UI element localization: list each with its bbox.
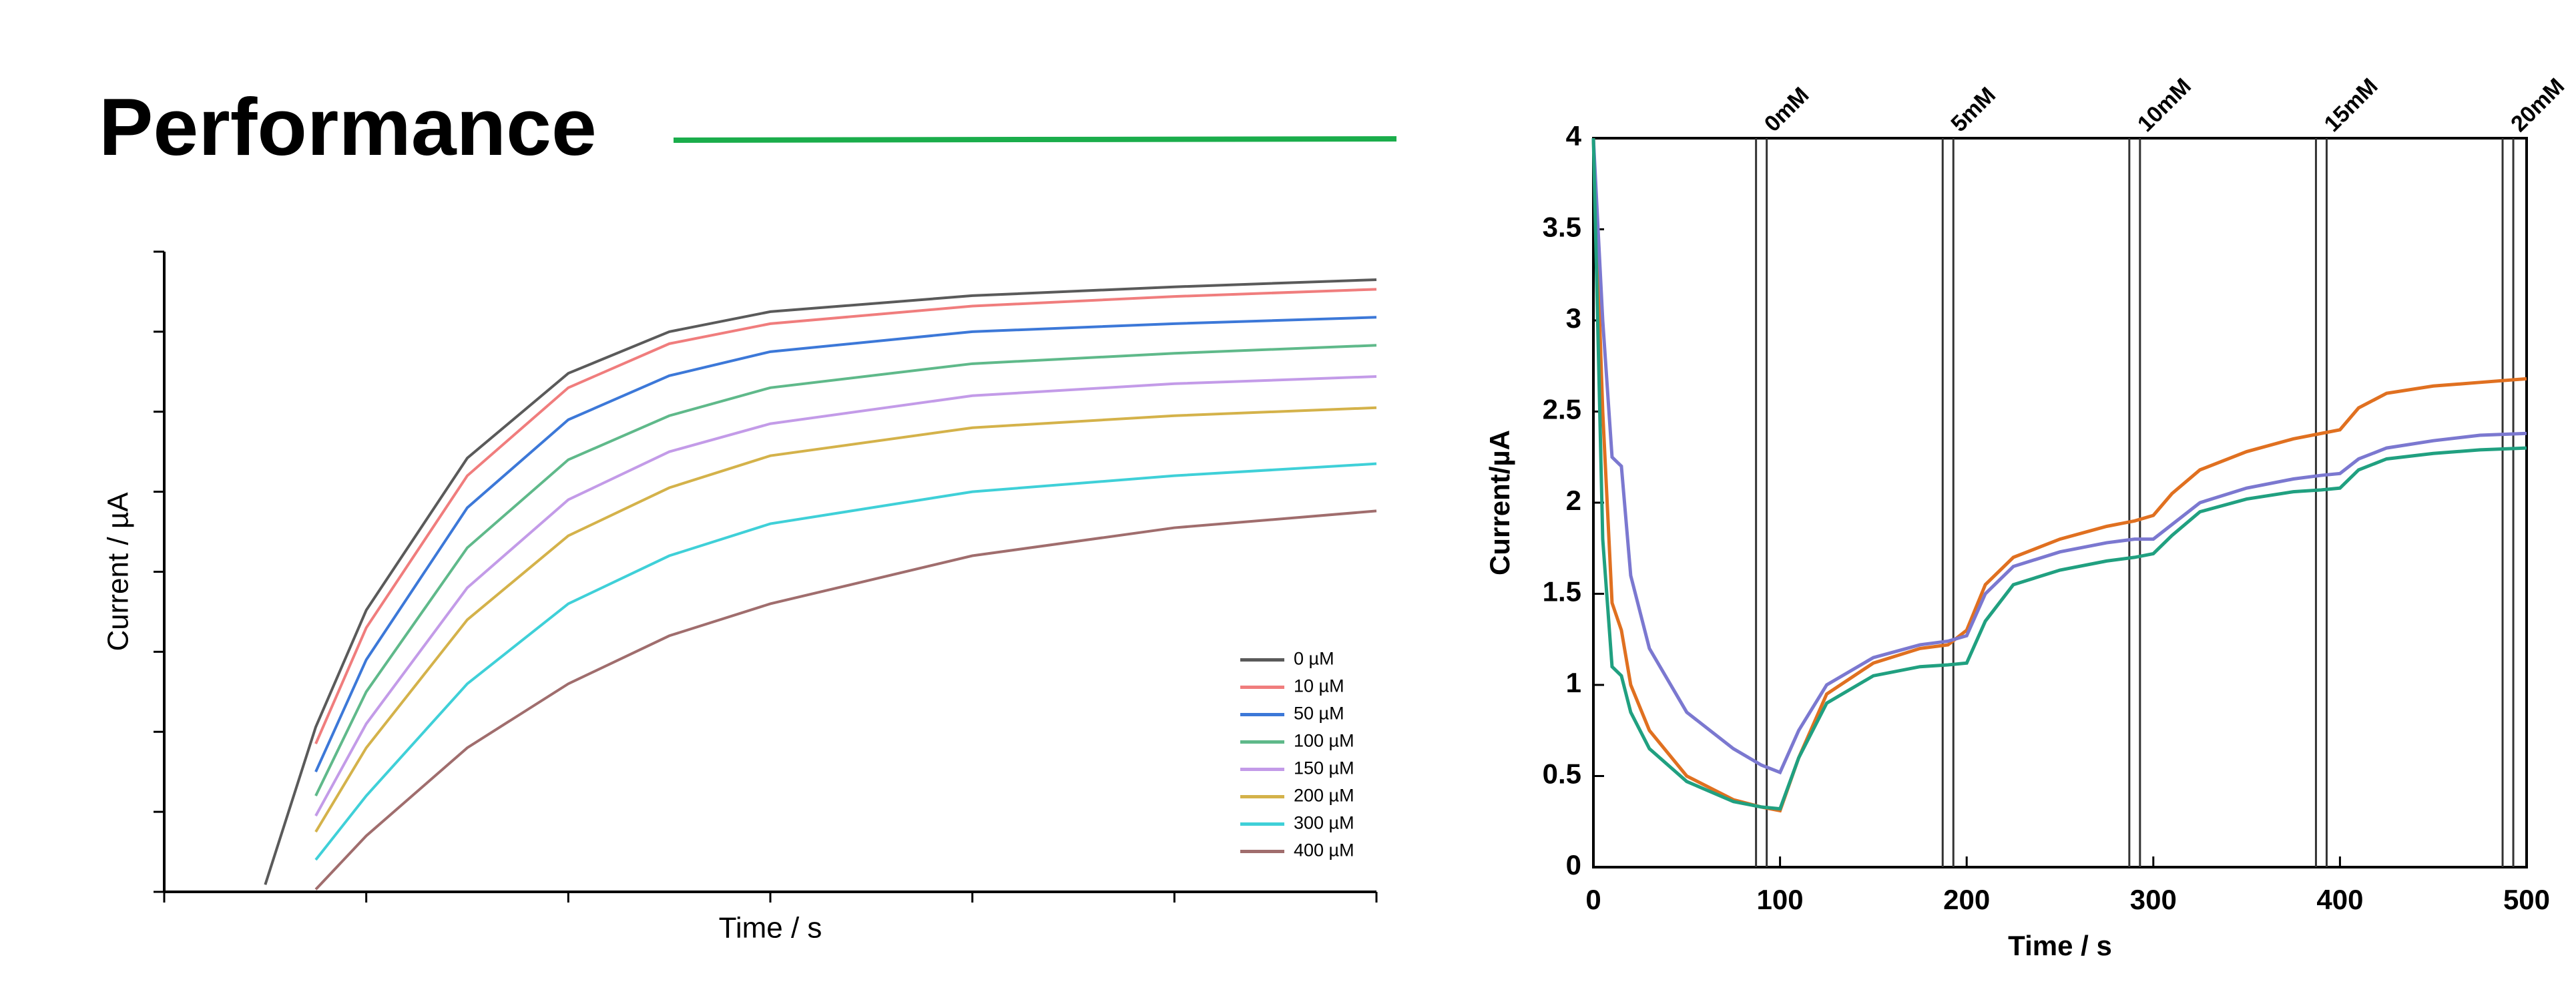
y-axis-label: Current / µA (102, 492, 135, 652)
legend-label: 300 µM (1294, 813, 1354, 833)
data-line (314, 509, 1377, 891)
x-tick-label: 300 (2130, 884, 2177, 915)
x-axis-label: Time / s (2008, 930, 2112, 961)
y-axis-label: Current/µA (1484, 430, 1515, 575)
legend-label: 50 µM (1294, 704, 1344, 724)
legend-label: 150 µM (1294, 758, 1354, 778)
x-tick-label: 500 (2503, 884, 2550, 915)
legend-label: 100 µM (1294, 731, 1354, 751)
y-tick-label: 2 (1566, 485, 1581, 516)
x-axis-label: Time / s (719, 912, 822, 945)
y-tick-label: 3 (1566, 302, 1581, 334)
data-line (314, 344, 1377, 797)
legend-label: 10 µM (1294, 676, 1344, 696)
data-line (314, 375, 1377, 817)
data-line (1591, 138, 2527, 813)
y-tick-label: 2.5 (1543, 394, 1581, 425)
annotation: 10mM (2133, 73, 2196, 137)
plot-frame (1592, 137, 2528, 868)
y-tick-label: 0 (1566, 849, 1581, 880)
legend-label: 200 µM (1294, 786, 1354, 806)
y-tick-label: 0.5 (1543, 758, 1581, 790)
annotation: 0mM (1760, 82, 1814, 137)
title-rule (673, 136, 1397, 143)
data-line (314, 316, 1377, 773)
annotation: 5mM (1946, 82, 2001, 137)
legend-label: 0 µM (1294, 649, 1334, 669)
data-line (1591, 138, 2527, 811)
x-tick-label: 100 (1757, 884, 1804, 915)
x-tick-label: 400 (2316, 884, 2363, 915)
annotation: 20mM (2506, 73, 2569, 137)
data-line (1591, 138, 2527, 775)
x-tick-label: 200 (1943, 884, 1990, 915)
data-line (264, 278, 1377, 885)
annotation: 15mM (2320, 73, 2383, 137)
y-tick-label: 4 (1566, 120, 1582, 152)
x-tick-label: 0 (1585, 884, 1601, 915)
data-line (314, 462, 1377, 861)
slide-title: Performance (99, 81, 597, 172)
y-tick-label: 1 (1566, 667, 1581, 698)
y-tick-label: 1.5 (1543, 576, 1581, 607)
data-line (314, 288, 1377, 745)
data-line (314, 406, 1377, 833)
legend-label: 400 µM (1294, 840, 1354, 860)
y-tick-label: 3.5 (1543, 212, 1581, 243)
